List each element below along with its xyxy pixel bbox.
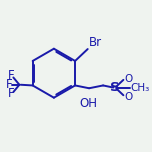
Text: O: O <box>125 74 133 84</box>
Text: S: S <box>110 81 120 94</box>
Text: F: F <box>8 69 14 82</box>
Text: F: F <box>6 78 13 91</box>
Text: Br: Br <box>88 36 102 49</box>
Text: OH: OH <box>79 97 97 110</box>
Text: F: F <box>8 87 14 100</box>
Text: CH₃: CH₃ <box>131 83 150 93</box>
Text: O: O <box>125 92 133 102</box>
